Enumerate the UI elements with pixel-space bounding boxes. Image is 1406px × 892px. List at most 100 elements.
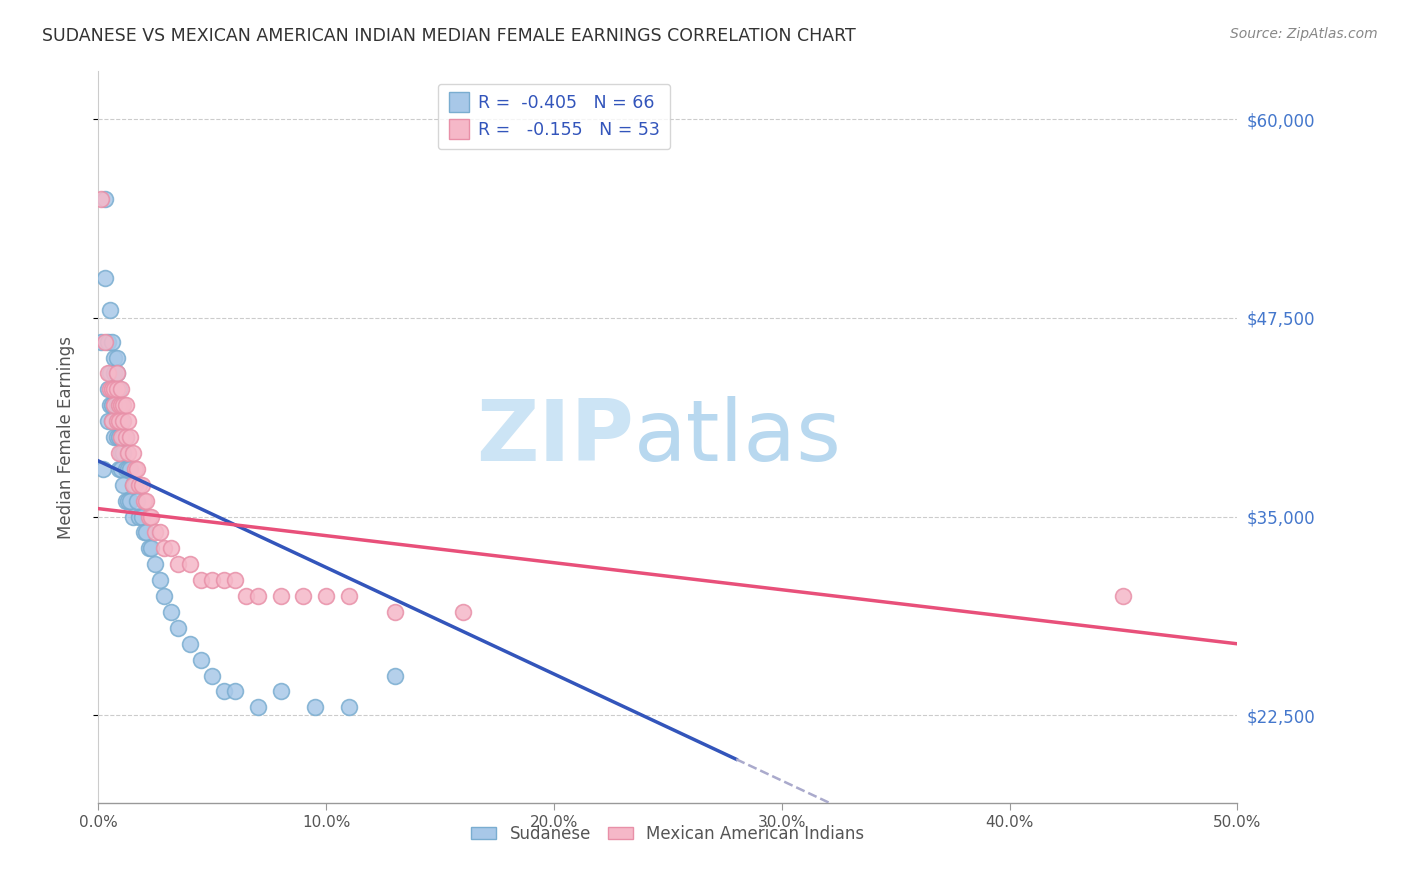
Point <box>246 700 269 714</box>
Point <box>145 525 167 540</box>
Point <box>167 621 190 635</box>
Point <box>167 558 190 572</box>
Point <box>201 573 224 587</box>
Point <box>117 446 139 460</box>
Point <box>108 398 131 412</box>
Point <box>160 541 183 556</box>
Point <box>160 605 183 619</box>
Point <box>103 430 125 444</box>
Point <box>138 541 160 556</box>
Point <box>120 493 142 508</box>
Point <box>101 383 124 397</box>
Point <box>190 653 212 667</box>
Point <box>103 367 125 381</box>
Point <box>108 462 131 476</box>
Point <box>179 637 201 651</box>
Point <box>190 573 212 587</box>
Point <box>110 446 132 460</box>
Point <box>149 525 172 540</box>
Point <box>103 398 125 412</box>
Point <box>103 351 125 365</box>
Point <box>337 700 360 714</box>
Point <box>114 398 136 412</box>
Point <box>96 367 118 381</box>
Point <box>112 414 135 428</box>
Point <box>149 573 172 587</box>
Point <box>270 684 292 698</box>
Point <box>121 446 143 460</box>
Point <box>94 271 117 285</box>
Point <box>127 462 149 476</box>
Point <box>124 462 146 476</box>
Point <box>110 398 132 412</box>
Point <box>121 509 143 524</box>
Point <box>135 525 157 540</box>
Text: atlas: atlas <box>634 395 842 479</box>
Point <box>112 446 135 460</box>
Point <box>131 509 153 524</box>
Text: ZIP: ZIP <box>477 395 634 479</box>
Text: SUDANESE VS MEXICAN AMERICAN INDIAN MEDIAN FEMALE EARNINGS CORRELATION CHART: SUDANESE VS MEXICAN AMERICAN INDIAN MEDI… <box>42 27 856 45</box>
Point <box>112 477 135 491</box>
Point <box>96 383 118 397</box>
Point <box>101 414 124 428</box>
Point <box>110 430 132 444</box>
Point <box>108 430 131 444</box>
Point <box>132 493 155 508</box>
Point <box>101 398 124 412</box>
Point <box>108 398 131 412</box>
Point <box>114 493 136 508</box>
Point <box>105 430 128 444</box>
Point <box>451 605 474 619</box>
Point <box>96 414 118 428</box>
Point <box>98 302 121 317</box>
Point <box>91 462 114 476</box>
Point <box>117 414 139 428</box>
Point <box>96 334 118 349</box>
Y-axis label: Median Female Earnings: Median Female Earnings <box>56 335 75 539</box>
Point <box>103 383 125 397</box>
Text: Source: ZipAtlas.com: Source: ZipAtlas.com <box>1230 27 1378 41</box>
Point <box>110 462 132 476</box>
Point <box>224 684 246 698</box>
Point <box>121 477 143 491</box>
Point <box>120 462 142 476</box>
Point <box>212 684 235 698</box>
Point <box>112 398 135 412</box>
Point <box>384 668 406 682</box>
Point <box>337 589 360 603</box>
Point <box>139 509 162 524</box>
Point <box>117 493 139 508</box>
Point <box>124 477 146 491</box>
Legend: Sudanese, Mexican American Indians: Sudanese, Mexican American Indians <box>465 818 870 849</box>
Point <box>98 383 121 397</box>
Point <box>127 493 149 508</box>
Point <box>110 414 132 428</box>
Point <box>94 192 117 206</box>
Point <box>105 398 128 412</box>
Point <box>304 700 326 714</box>
Point <box>120 430 142 444</box>
Point <box>110 398 132 412</box>
Point <box>101 414 124 428</box>
Point <box>270 589 292 603</box>
Point <box>179 558 201 572</box>
Point <box>105 414 128 428</box>
Point <box>235 589 257 603</box>
Point <box>138 509 160 524</box>
Point <box>105 367 128 381</box>
Point <box>153 589 176 603</box>
Point <box>145 558 167 572</box>
Point <box>108 446 131 460</box>
Point <box>101 334 124 349</box>
Point <box>94 334 117 349</box>
Point <box>105 367 128 381</box>
Point <box>128 477 150 491</box>
Point <box>139 541 162 556</box>
Point <box>110 430 132 444</box>
Point <box>117 462 139 476</box>
Point <box>114 430 136 444</box>
Point <box>121 477 143 491</box>
Point <box>384 605 406 619</box>
Point <box>128 509 150 524</box>
